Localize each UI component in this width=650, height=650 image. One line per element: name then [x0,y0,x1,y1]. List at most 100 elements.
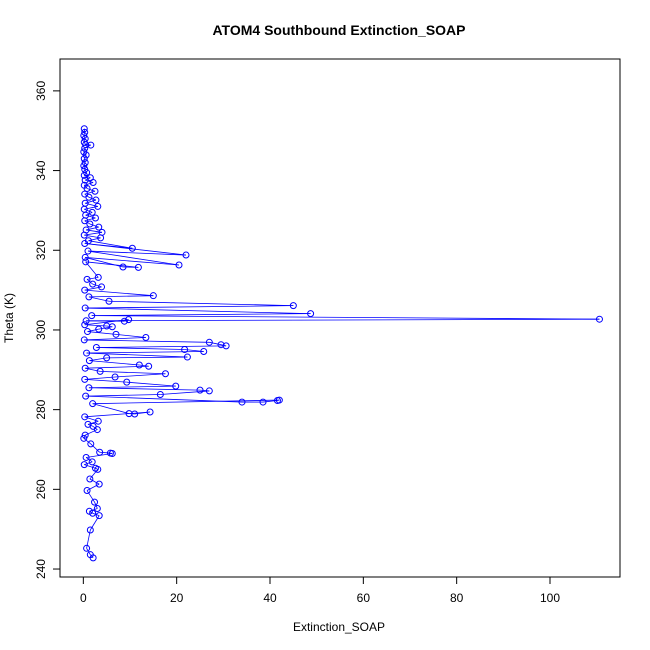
data-point [80,132,88,140]
data-point [95,512,103,520]
data-point [83,349,91,357]
data-point [82,151,90,159]
series-segment [88,387,201,391]
data-point [275,396,283,404]
data-point [91,498,99,506]
plot-frame [59,58,621,578]
x-tick-label: 20 [170,591,184,605]
data-point [91,214,99,222]
data-point [161,370,169,378]
data-point [182,251,190,259]
data-point [80,434,88,442]
data-point [112,330,120,338]
data-point [84,328,92,336]
data-point [82,141,90,149]
data-point [94,202,102,210]
series-segment [84,464,96,469]
data-point [125,316,133,324]
series-segment [84,337,146,341]
series-segment [85,394,161,397]
data-point [82,453,90,461]
series-segment [84,324,107,327]
series-segment [89,478,100,485]
data-point [131,410,139,418]
data-point [92,196,100,204]
data-point [80,336,88,344]
series-segment [92,403,130,415]
x-tick-label: 40 [263,591,277,605]
x-tick-label: 0 [80,591,87,605]
data-point [91,187,99,195]
series-segment [85,199,97,204]
series-segment [84,461,93,466]
data-point [81,176,89,184]
series-segment [84,217,96,222]
data-point [85,193,93,201]
data-point [88,208,96,216]
data-point [80,461,88,469]
data-point [96,448,104,456]
series-segment [87,250,187,256]
data-point [84,247,92,255]
y-tick-label: 240 [34,559,48,579]
x-axis-label: Extinction_SOAP [293,620,385,634]
data-point [80,162,88,170]
series-segment [86,490,95,503]
series-segment [83,142,87,145]
data-point [259,398,267,406]
data-point [87,141,95,149]
data-point [86,475,94,483]
x-tick-label: 60 [357,591,371,605]
y-axis-label: Theta (K) [2,293,16,343]
series-segment [84,208,93,213]
series-segment [95,467,98,470]
series-segment [86,226,99,231]
y-tick-label: 300 [34,320,48,340]
x-tick-label: 80 [450,591,464,605]
series-segment [85,179,94,183]
series-segment [85,429,98,436]
data-point [81,321,89,329]
series-segment [160,390,210,395]
data-point [134,263,142,271]
series-segment [85,305,294,309]
series-segment [91,313,311,317]
series-segment [86,351,204,354]
series-segment [84,376,116,380]
data-point [172,382,180,390]
series-segment [92,283,102,288]
data-point [81,159,89,167]
series-segment [86,318,600,322]
data-point [86,220,94,228]
series-segment [85,212,93,216]
series-segment [86,483,100,491]
series-segment [89,223,99,228]
series-segment [84,416,99,422]
data-point [135,361,143,369]
data-point [82,392,90,400]
data-point [81,144,89,152]
data-point [149,292,157,300]
data-point [81,253,89,261]
data-point [80,155,88,163]
data-point [83,275,91,283]
series-segment [83,185,88,189]
series-segment [86,548,91,555]
series-segment [84,378,127,383]
data-point [83,544,91,552]
y-tick-label: 360 [34,81,48,101]
data-point [92,343,100,351]
data-point [80,171,88,179]
data-point [85,357,93,365]
data-point [119,263,127,271]
data-point [156,391,164,399]
data-point [142,334,150,342]
data-point [289,302,297,310]
data-point [196,386,204,394]
series-segment [88,295,154,298]
y-tick-label: 260 [34,479,48,499]
data-point [89,280,97,288]
data-point [81,217,89,225]
series-segment [84,289,154,297]
chart-title: ATOM4 Southbound Extinction_SOAP [212,22,465,38]
